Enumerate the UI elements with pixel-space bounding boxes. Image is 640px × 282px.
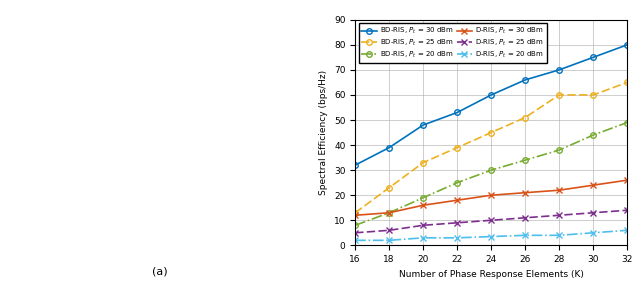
BD-RIS, $P_t$ = 25 dBm — [385, 186, 393, 190]
D-RIS, $P_t$ = 30 dBm — [453, 199, 461, 202]
D-RIS, $P_t$ = 25 dBm — [488, 219, 495, 222]
D-RIS, $P_t$ = 25 dBm — [385, 229, 393, 232]
D-RIS, $P_t$ = 20 dBm — [351, 239, 359, 242]
D-RIS, $P_t$ = 25 dBm — [623, 209, 631, 212]
BD-RIS, $P_t$ = 20 dBm — [453, 181, 461, 184]
Line: D-RIS, $P_t$ = 25 dBm: D-RIS, $P_t$ = 25 dBm — [353, 208, 630, 235]
D-RIS, $P_t$ = 30 dBm — [556, 188, 563, 192]
D-RIS, $P_t$ = 20 dBm — [589, 231, 597, 235]
Legend: BD-RIS, $P_t$ = 30 dBm, BD-RIS, $P_t$ = 25 dBm, BD-RIS, $P_t$ = 20 dBm, D-RIS, $: BD-RIS, $P_t$ = 30 dBm, BD-RIS, $P_t$ = … — [358, 23, 547, 63]
BD-RIS, $P_t$ = 30 dBm — [589, 56, 597, 59]
BD-RIS, $P_t$ = 25 dBm — [419, 161, 427, 164]
D-RIS, $P_t$ = 20 dBm — [556, 233, 563, 237]
D-RIS, $P_t$ = 30 dBm — [351, 213, 359, 217]
D-RIS, $P_t$ = 25 dBm — [419, 224, 427, 227]
BD-RIS, $P_t$ = 25 dBm — [556, 93, 563, 97]
D-RIS, $P_t$ = 20 dBm — [488, 235, 495, 238]
D-RIS, $P_t$ = 30 dBm — [522, 191, 529, 194]
BD-RIS, $P_t$ = 30 dBm — [623, 43, 631, 47]
D-RIS, $P_t$ = 20 dBm — [419, 236, 427, 239]
D-RIS, $P_t$ = 25 dBm — [453, 221, 461, 224]
Line: BD-RIS, $P_t$ = 30 dBm: BD-RIS, $P_t$ = 30 dBm — [353, 42, 630, 168]
Line: D-RIS, $P_t$ = 20 dBm: D-RIS, $P_t$ = 20 dBm — [353, 228, 630, 243]
D-RIS, $P_t$ = 20 dBm — [385, 239, 393, 242]
D-RIS, $P_t$ = 30 dBm — [419, 204, 427, 207]
D-RIS, $P_t$ = 25 dBm — [556, 213, 563, 217]
BD-RIS, $P_t$ = 25 dBm — [589, 93, 597, 97]
BD-RIS, $P_t$ = 20 dBm — [351, 224, 359, 227]
BD-RIS, $P_t$ = 30 dBm — [419, 123, 427, 127]
Line: BD-RIS, $P_t$ = 25 dBm: BD-RIS, $P_t$ = 25 dBm — [353, 80, 630, 215]
BD-RIS, $P_t$ = 20 dBm — [623, 121, 631, 124]
D-RIS, $P_t$ = 20 dBm — [623, 229, 631, 232]
BD-RIS, $P_t$ = 20 dBm — [522, 158, 529, 162]
BD-RIS, $P_t$ = 30 dBm — [453, 111, 461, 114]
Line: D-RIS, $P_t$ = 30 dBm: D-RIS, $P_t$ = 30 dBm — [353, 177, 630, 218]
BD-RIS, $P_t$ = 30 dBm — [522, 78, 529, 81]
BD-RIS, $P_t$ = 25 dBm — [522, 116, 529, 119]
BD-RIS, $P_t$ = 25 dBm — [488, 131, 495, 134]
BD-RIS, $P_t$ = 25 dBm — [453, 146, 461, 149]
BD-RIS, $P_t$ = 30 dBm — [385, 146, 393, 149]
BD-RIS, $P_t$ = 20 dBm — [419, 196, 427, 199]
BD-RIS, $P_t$ = 20 dBm — [488, 168, 495, 172]
D-RIS, $P_t$ = 20 dBm — [522, 233, 529, 237]
Y-axis label: Spectral Efficiency (bps/Hz): Spectral Efficiency (bps/Hz) — [319, 70, 328, 195]
D-RIS, $P_t$ = 30 dBm — [623, 179, 631, 182]
D-RIS, $P_t$ = 25 dBm — [351, 231, 359, 235]
BD-RIS, $P_t$ = 30 dBm — [351, 164, 359, 167]
Text: (a): (a) — [152, 266, 168, 276]
BD-RIS, $P_t$ = 20 dBm — [589, 133, 597, 137]
BD-RIS, $P_t$ = 25 dBm — [623, 81, 631, 84]
BD-RIS, $P_t$ = 20 dBm — [385, 211, 393, 214]
BD-RIS, $P_t$ = 30 dBm — [556, 68, 563, 72]
D-RIS, $P_t$ = 30 dBm — [385, 211, 393, 214]
X-axis label: Number of Phase Response Elements (K): Number of Phase Response Elements (K) — [399, 270, 584, 279]
D-RIS, $P_t$ = 30 dBm — [589, 184, 597, 187]
BD-RIS, $P_t$ = 20 dBm — [556, 148, 563, 152]
D-RIS, $P_t$ = 25 dBm — [589, 211, 597, 214]
BD-RIS, $P_t$ = 25 dBm — [351, 211, 359, 214]
Line: BD-RIS, $P_t$ = 20 dBm: BD-RIS, $P_t$ = 20 dBm — [353, 120, 630, 228]
D-RIS, $P_t$ = 25 dBm — [522, 216, 529, 219]
D-RIS, $P_t$ = 30 dBm — [488, 193, 495, 197]
BD-RIS, $P_t$ = 30 dBm — [488, 93, 495, 97]
D-RIS, $P_t$ = 20 dBm — [453, 236, 461, 239]
